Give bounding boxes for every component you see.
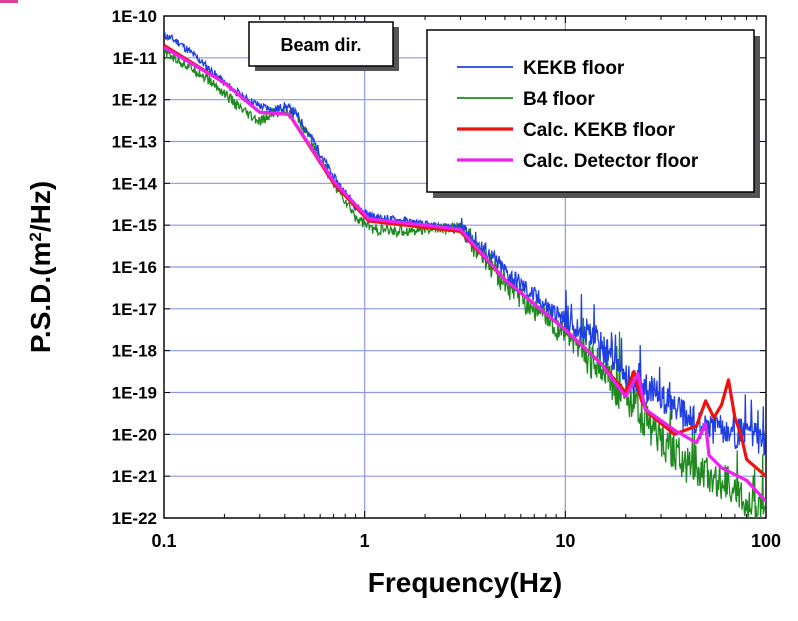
y-tick-label: 1E-20 bbox=[112, 425, 157, 444]
beam-dir-annotation: Beam dir. bbox=[248, 21, 399, 71]
legend-label: Calc. Detector floor bbox=[523, 151, 699, 172]
series-line-kekb-floor bbox=[164, 31, 766, 456]
legend-label: Calc. KEKB floor bbox=[523, 120, 676, 141]
annotation-box bbox=[248, 21, 394, 67]
x-tick-label: 1 bbox=[360, 531, 370, 551]
y-tick-label: 1E-11 bbox=[113, 49, 157, 68]
y-tick-label: 1E-17 bbox=[112, 300, 157, 319]
series-group bbox=[164, 31, 766, 518]
y-tick-label: 1E-22 bbox=[112, 509, 157, 528]
annotation-text: Beam dir. bbox=[280, 35, 361, 55]
x-tick-label: 0.1 bbox=[151, 531, 176, 551]
series-line-b4-floor bbox=[164, 46, 766, 518]
legend: KEKB floor B4 floor Calc. KEKB floor Calc. … bbox=[426, 29, 760, 198]
y-tick-label: 1E-13 bbox=[112, 133, 157, 152]
y-tick-label: 1E-12 bbox=[112, 91, 157, 110]
y-tick-label: 1E-10 bbox=[112, 7, 157, 26]
y-tick-label: 1E-14 bbox=[112, 174, 158, 193]
x-tick-label: 10 bbox=[555, 531, 575, 551]
y-tick-label: 1E-15 bbox=[112, 216, 157, 235]
legend-box bbox=[426, 29, 755, 193]
x-tick-label: 100 bbox=[751, 531, 781, 551]
legend-label: KEKB floor bbox=[523, 58, 625, 79]
series-line-calc-detector-floor bbox=[164, 46, 766, 503]
legend-label: B4 floor bbox=[523, 89, 595, 110]
corner-mark bbox=[0, 0, 18, 3]
y-axis-label: P.S.D.(m2/Hz) bbox=[25, 181, 56, 353]
y-tick-label: 1E-16 bbox=[112, 258, 157, 277]
y-tick-label: 1E-18 bbox=[112, 342, 157, 361]
y-tick-label: 1E-21 bbox=[112, 467, 157, 486]
x-axis-label: Frequency(Hz) bbox=[368, 567, 562, 598]
y-tick-label: 1E-19 bbox=[112, 384, 157, 403]
